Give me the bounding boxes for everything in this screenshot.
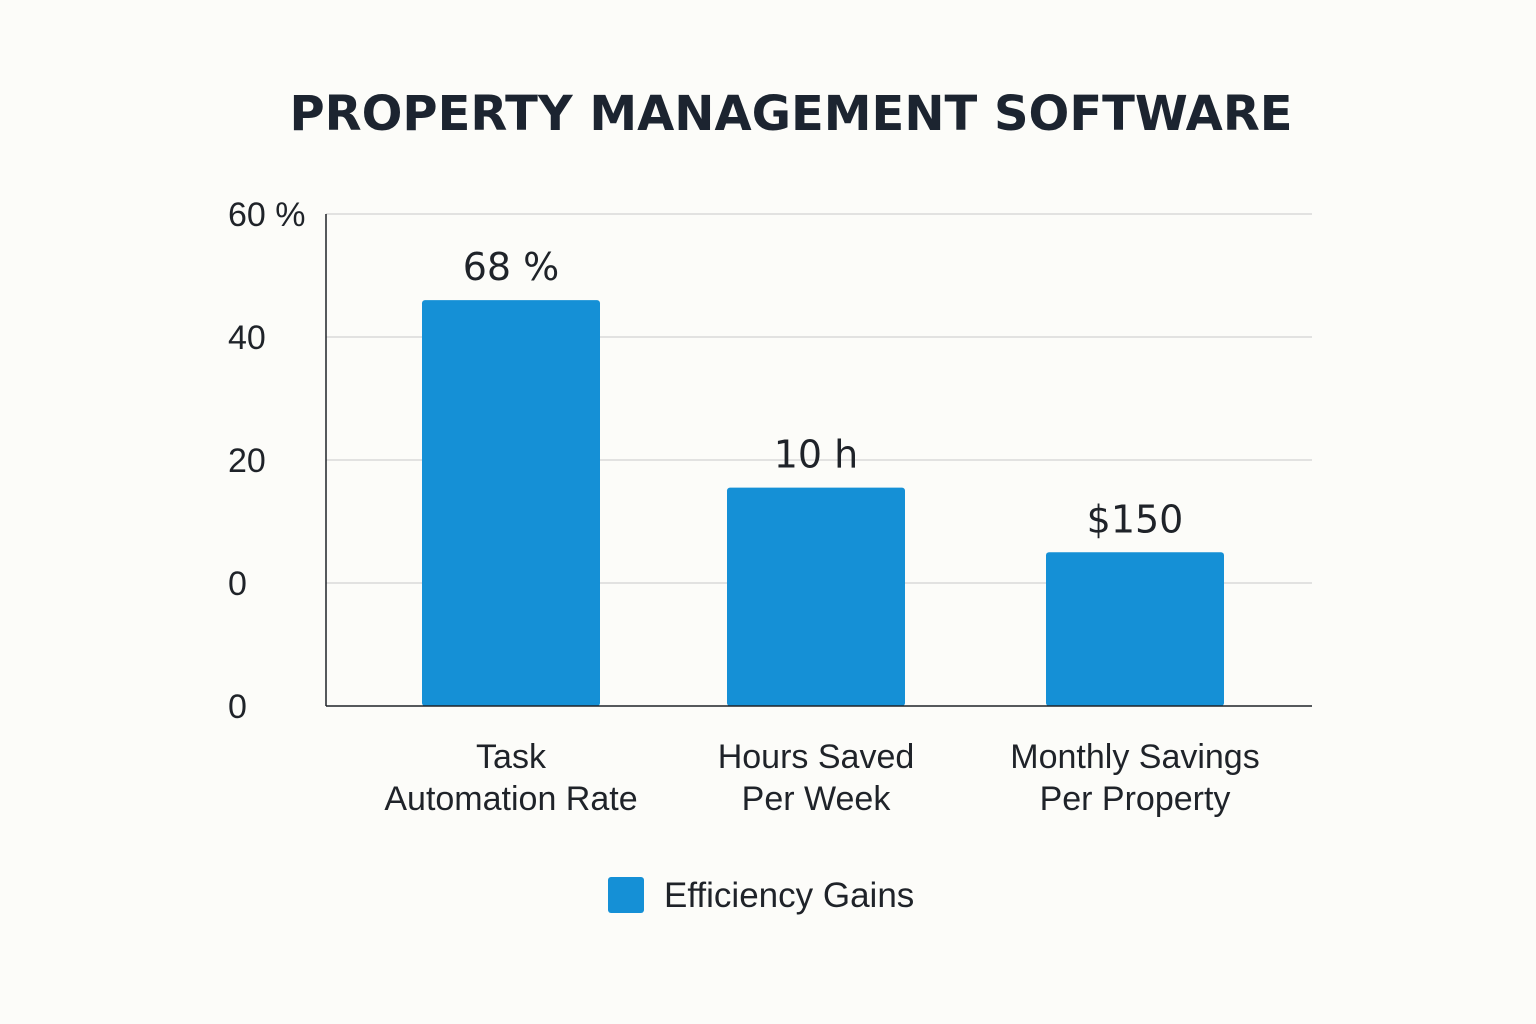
x-category-label: Automation Rate <box>384 780 637 818</box>
x-category-label: Per Property <box>1040 780 1231 818</box>
x-category-label: Task <box>476 738 547 776</box>
y-tick-label: 60 % <box>228 196 306 234</box>
legend-swatch <box>608 877 644 913</box>
bar <box>422 300 600 706</box>
x-category-label: Per Week <box>742 780 892 818</box>
legend-label: Efficiency Gains <box>664 876 914 915</box>
bar <box>727 487 905 706</box>
legend: Efficiency Gains <box>608 876 914 915</box>
bar-data-label: 68 % <box>463 245 560 289</box>
y-tick-label: 20 <box>228 442 266 480</box>
x-category-label: Monthly Savings <box>1010 738 1259 776</box>
x-category-label: Hours Saved <box>718 738 915 776</box>
y-tick-label: 0 <box>228 688 247 726</box>
bar <box>1046 552 1224 706</box>
y-tick-label: 40 <box>228 319 266 357</box>
bar-data-label: 10 h <box>774 433 859 477</box>
y-tick-label: 0 <box>228 565 247 603</box>
chart-title: PROPERTY MANAGEMENT SOFTWARE <box>289 86 1292 142</box>
bar-data-label: $150 <box>1087 497 1184 541</box>
